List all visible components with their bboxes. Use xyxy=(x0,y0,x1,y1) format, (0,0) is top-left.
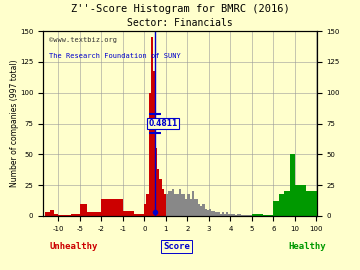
Bar xyxy=(87,212,94,216)
Bar xyxy=(279,194,284,216)
Bar xyxy=(233,214,235,216)
Bar xyxy=(209,209,211,216)
Bar xyxy=(235,215,237,216)
Bar xyxy=(198,204,200,216)
Bar xyxy=(159,179,162,216)
Y-axis label: Number of companies (997 total): Number of companies (997 total) xyxy=(10,60,19,187)
Bar xyxy=(192,191,194,216)
Bar xyxy=(101,199,123,216)
Text: Z''-Score Histogram for BMRC (2016): Z''-Score Histogram for BMRC (2016) xyxy=(71,4,289,14)
Bar xyxy=(172,189,175,216)
Bar xyxy=(63,215,67,216)
Bar xyxy=(185,199,187,216)
Bar xyxy=(134,214,144,216)
Bar xyxy=(306,191,317,216)
Bar xyxy=(183,194,185,216)
Bar xyxy=(54,214,58,216)
Bar xyxy=(248,215,250,216)
Bar xyxy=(179,189,181,216)
Bar xyxy=(228,214,230,216)
Bar xyxy=(237,214,239,216)
Bar xyxy=(157,169,159,216)
Bar xyxy=(252,214,263,216)
Text: The Research Foundation of SUNY: The Research Foundation of SUNY xyxy=(49,53,180,59)
Bar xyxy=(273,201,279,216)
Bar xyxy=(94,212,101,216)
Bar xyxy=(175,194,177,216)
Bar xyxy=(67,215,71,216)
Bar xyxy=(58,215,63,216)
Bar xyxy=(181,194,183,216)
Bar xyxy=(166,194,168,216)
Bar xyxy=(151,37,153,216)
Bar xyxy=(164,194,166,216)
Bar xyxy=(289,154,295,216)
Bar xyxy=(123,211,134,216)
Bar xyxy=(284,191,289,216)
Bar xyxy=(177,194,179,216)
Text: Sector: Financials: Sector: Financials xyxy=(127,18,233,28)
Text: Score: Score xyxy=(163,242,190,251)
Bar xyxy=(246,215,248,216)
Bar xyxy=(226,212,228,216)
Bar xyxy=(207,210,209,216)
Bar xyxy=(215,212,217,216)
Bar xyxy=(241,215,243,216)
Bar xyxy=(243,215,246,216)
Bar xyxy=(144,204,147,216)
Bar xyxy=(80,204,87,216)
Text: Unhealthy: Unhealthy xyxy=(49,242,98,251)
Bar xyxy=(71,214,76,216)
Bar xyxy=(194,199,196,216)
Text: ©www.textbiz.org: ©www.textbiz.org xyxy=(49,37,117,43)
Bar xyxy=(76,214,80,216)
Bar xyxy=(222,212,224,216)
Bar xyxy=(147,194,149,216)
Bar xyxy=(213,211,215,216)
Bar xyxy=(196,199,198,216)
Bar xyxy=(170,191,172,216)
Bar xyxy=(202,204,204,216)
Bar xyxy=(187,194,189,216)
Text: Healthy: Healthy xyxy=(288,242,326,251)
Bar xyxy=(162,189,164,216)
Bar xyxy=(155,148,157,216)
Bar xyxy=(168,191,170,216)
Bar xyxy=(211,211,213,216)
Bar xyxy=(230,214,233,216)
Bar xyxy=(224,214,226,216)
Bar xyxy=(204,209,207,216)
Bar xyxy=(263,215,273,216)
Bar xyxy=(149,93,151,216)
Bar xyxy=(220,214,222,216)
Bar xyxy=(189,199,192,216)
Bar xyxy=(45,212,50,216)
Bar xyxy=(295,185,306,216)
Bar xyxy=(153,70,155,216)
Bar xyxy=(250,215,252,216)
Bar xyxy=(50,210,54,216)
Bar xyxy=(239,214,241,216)
Bar xyxy=(217,212,220,216)
Text: 0.4811: 0.4811 xyxy=(148,119,177,128)
Bar xyxy=(200,206,202,216)
